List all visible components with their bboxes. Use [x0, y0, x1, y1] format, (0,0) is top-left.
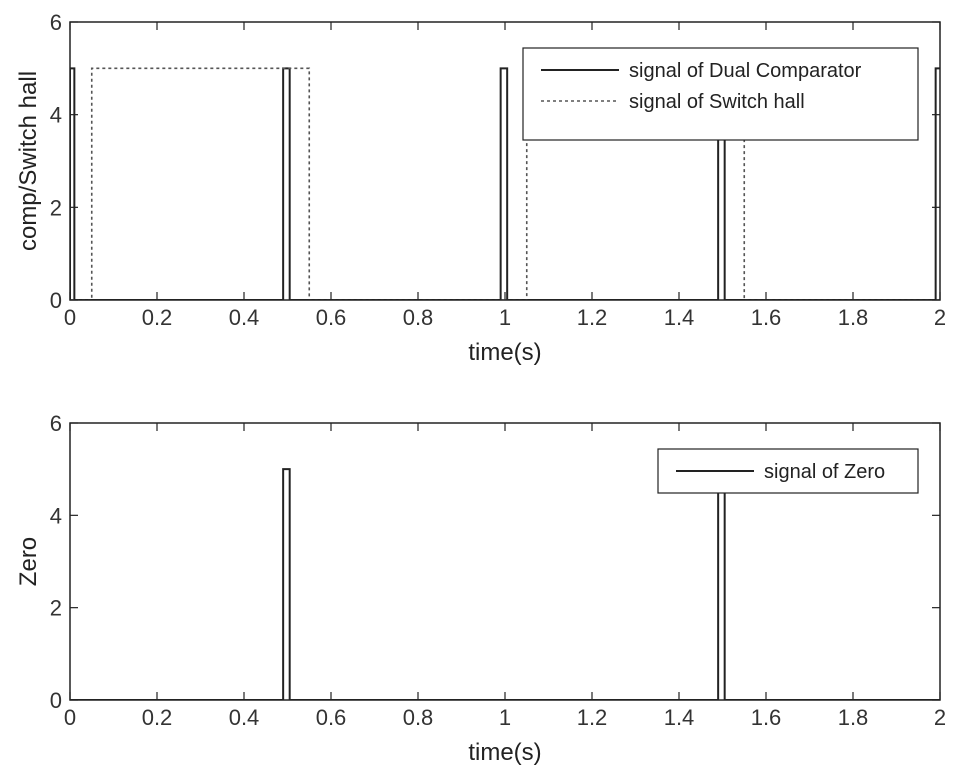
x-tick-label: 0.6	[316, 705, 347, 730]
chart-panel-1: 0 0.2 0.4 0.6 0.8 1 1.2 1.4 1.6 1.8 2 0 2 4 6 time(s) co…	[15, 10, 946, 366]
y-tick-label: 2	[50, 195, 62, 220]
x-tick-label: 0.6	[316, 305, 347, 330]
x-tick-label: 0.2	[142, 705, 173, 730]
legend-box	[522, 47, 919, 141]
y-tick-label: 0	[50, 688, 62, 713]
x-tick-label: 1	[499, 705, 511, 730]
legend-entry: signal of Switch hall	[629, 91, 805, 113]
x-tick-label: 1.4	[664, 305, 695, 330]
y-axis-label: comp/Switch hall	[15, 71, 42, 251]
legend-entry: signal of Zero	[764, 461, 885, 483]
y-tick-label: 4	[50, 103, 62, 128]
legend-entry: signal of Dual Comparator	[629, 60, 862, 82]
x-tick-label: 0.2	[142, 305, 173, 330]
chart-panel-2: 0 0.2 0.4 0.6 0.8 1 1.2 1.4 1.6 1.8 2 0 2 4 6 time(s) Ze…	[15, 411, 946, 766]
y-tick-label: 2	[50, 596, 62, 621]
x-tick-label: 1.2	[577, 705, 608, 730]
x-axis-label: time(s)	[468, 739, 541, 766]
y-tick-label: 4	[50, 503, 62, 528]
x-tick-label: 0.4	[229, 305, 260, 330]
x-tick-label: 2	[934, 705, 946, 730]
y-axis-label: Zero	[15, 537, 42, 586]
x-tick-label: 1.8	[838, 705, 869, 730]
x-tick-label: 1.2	[577, 305, 608, 330]
x-tick-label: 1.8	[838, 305, 869, 330]
x-tick-label: 0.8	[403, 305, 434, 330]
y-tick-label: 0	[50, 288, 62, 313]
series-line-1	[70, 67, 940, 300]
y-tick-label: 6	[50, 10, 62, 35]
x-tick-label: 1.4	[664, 705, 695, 730]
y-tick-label: 6	[50, 411, 62, 436]
legend: signal of Zero	[657, 448, 919, 494]
x-tick-label: 2	[934, 305, 946, 330]
x-tick-label: 0	[64, 305, 76, 330]
x-tick-label: 1	[499, 305, 511, 330]
series-line-1	[70, 468, 940, 700]
x-axis-label: time(s)	[468, 339, 541, 366]
x-tick-label: 1.6	[751, 305, 782, 330]
legend: signal of Dual Comparator signal of Switc…	[522, 47, 919, 141]
x-tick-label: 0	[64, 705, 76, 730]
x-tick-label: 1.6	[751, 705, 782, 730]
x-tick-label: 0.4	[229, 705, 260, 730]
x-tick-label: 0.8	[403, 705, 434, 730]
